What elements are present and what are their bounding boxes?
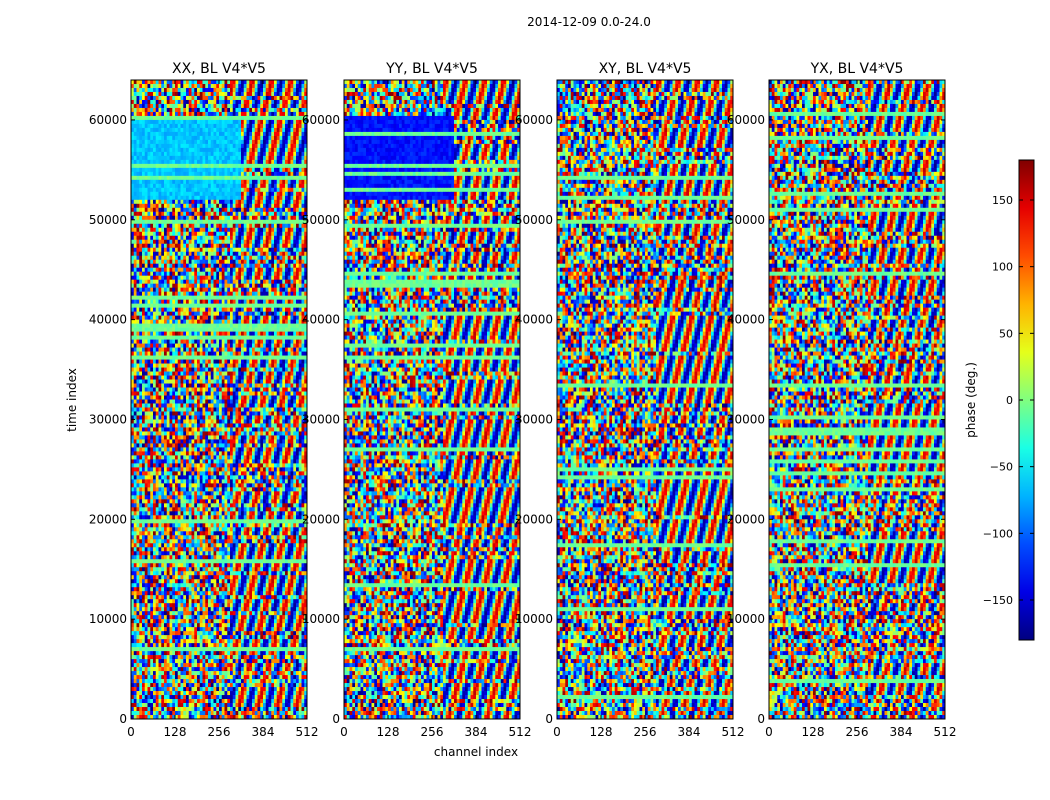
phase-heatmap-yy	[344, 80, 520, 719]
y-tick-label: 10000	[89, 612, 127, 626]
figure-suptitle: 2014-12-09 0.0-24.0	[527, 15, 651, 29]
x-tick-label: 0	[765, 725, 773, 739]
x-tick-label: 128	[164, 725, 187, 739]
y-tick-label: 50000	[89, 213, 127, 227]
x-tick-label: 384	[890, 725, 913, 739]
y-tick-label: 20000	[515, 512, 553, 526]
y-tick-label: 10000	[302, 612, 340, 626]
colorbar-tick-label: −100	[983, 527, 1013, 540]
y-tick-label: 60000	[727, 113, 765, 127]
y-axis-label: time index	[65, 368, 79, 432]
x-tick-label: 256	[846, 725, 869, 739]
y-tick-label: 20000	[302, 512, 340, 526]
y-tick-label: 10000	[727, 612, 765, 626]
colorbar-tick-label: 150	[992, 194, 1013, 207]
x-tick-label: 384	[678, 725, 701, 739]
y-tick-label: 30000	[89, 412, 127, 426]
colorbar-label: phase (deg.)	[964, 362, 978, 438]
y-tick-label: 60000	[302, 113, 340, 127]
y-tick-label: 40000	[515, 313, 553, 327]
y-tick-label: 0	[332, 712, 340, 726]
panel-yx: YX, BL V4*V5 0 128 256 384 512 0 10000 20000 3000…	[727, 61, 957, 739]
panel-xx: XX, BL V4*V5 0 128 256 384 512 0 10000 20000 3000…	[89, 61, 319, 739]
y-tick-label: 60000	[515, 113, 553, 127]
colorbar-tick-label: 100	[992, 261, 1013, 274]
y-tick-label: 0	[757, 712, 765, 726]
colorbar-tick-label: −150	[983, 594, 1013, 607]
y-tick-label: 50000	[727, 213, 765, 227]
x-tick-label: 0	[127, 725, 135, 739]
x-tick-label: 512	[509, 725, 532, 739]
y-tick-label: 0	[119, 712, 127, 726]
y-tick-label: 10000	[515, 612, 553, 626]
x-tick-label: 0	[553, 725, 561, 739]
panel-title: XY, BL V4*V5	[599, 61, 692, 77]
y-tick-label: 50000	[515, 213, 553, 227]
panel-title: XX, BL V4*V5	[172, 61, 266, 77]
x-tick-label: 384	[252, 725, 275, 739]
phase-heatmap-yx	[769, 80, 945, 719]
panel-title: YX, BL V4*V5	[810, 61, 904, 77]
x-tick-label: 128	[590, 725, 613, 739]
x-tick-label: 256	[208, 725, 231, 739]
x-axis-label: channel index	[434, 745, 518, 759]
x-tick-label: 256	[421, 725, 444, 739]
y-tick-label: 20000	[727, 512, 765, 526]
x-tick-label: 512	[296, 725, 319, 739]
y-tick-label: 60000	[89, 113, 127, 127]
x-tick-label: 512	[722, 725, 745, 739]
x-tick-label: 128	[377, 725, 400, 739]
panel-xy: XY, BL V4*V5 0 128 256 384 512 0 10000 20000 3000…	[515, 61, 745, 739]
y-tick-label: 40000	[89, 313, 127, 327]
colorbar-tick-label: 50	[999, 327, 1013, 340]
y-tick-label: 40000	[302, 313, 340, 327]
y-tick-label: 0	[545, 712, 553, 726]
colorbar: 150 100 50 0 −50 −100 −150 phase (deg.)	[964, 159, 1035, 641]
colorbar-tick-label: 0	[1006, 394, 1013, 407]
y-tick-label: 30000	[727, 412, 765, 426]
x-tick-label: 128	[802, 725, 825, 739]
y-tick-label: 20000	[89, 512, 127, 526]
x-tick-label: 0	[340, 725, 348, 739]
y-tick-label: 40000	[727, 313, 765, 327]
x-tick-label: 384	[465, 725, 488, 739]
phase-heatmap-xy	[557, 80, 733, 719]
panel-title: YY, BL V4*V5	[385, 61, 478, 77]
x-tick-label: 512	[934, 725, 957, 739]
y-tick-label: 30000	[515, 412, 553, 426]
panel-yy: YY, BL V4*V5 0 128 256 384 512 0 10000 20000 3000…	[302, 61, 532, 739]
y-tick-label: 50000	[302, 213, 340, 227]
colorbar-tick-label: −50	[990, 461, 1013, 474]
x-tick-label: 256	[634, 725, 657, 739]
phase-heatmap-xx	[131, 80, 307, 719]
y-tick-label: 30000	[302, 412, 340, 426]
